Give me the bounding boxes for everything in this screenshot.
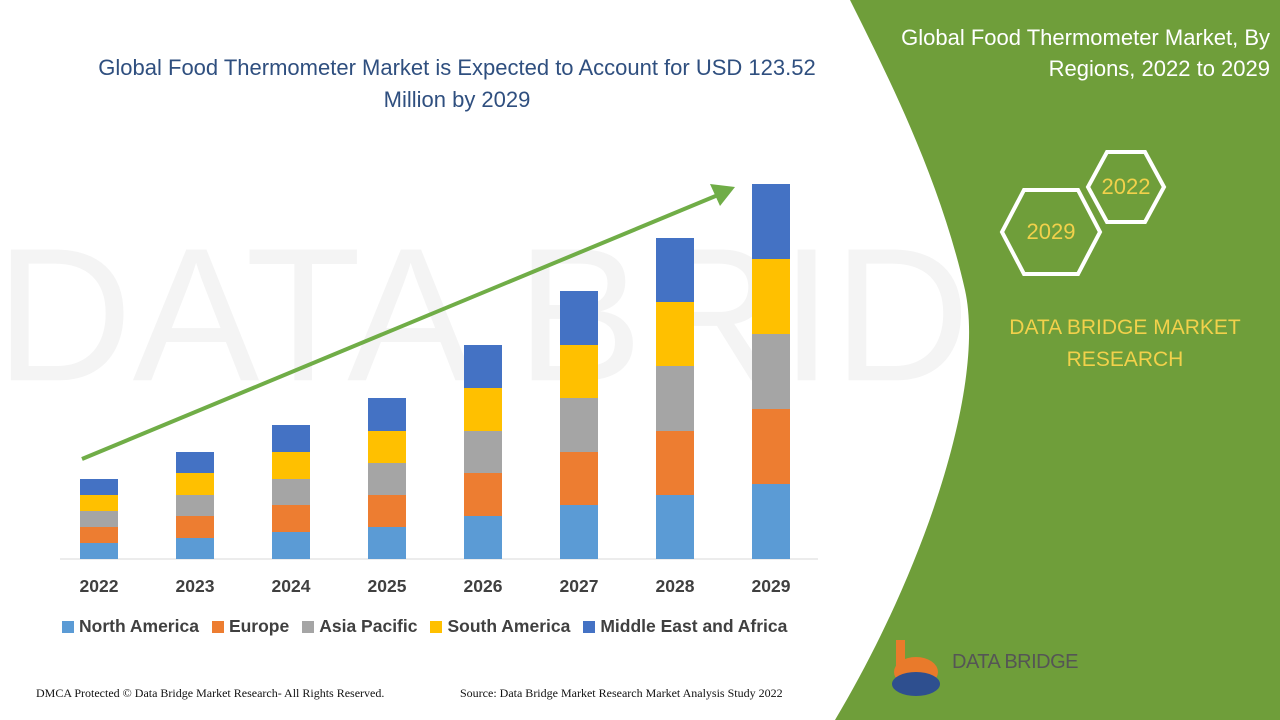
bar-segment bbox=[176, 495, 214, 516]
bar-segment bbox=[80, 527, 118, 543]
bar-segment bbox=[80, 543, 118, 559]
legend-swatch bbox=[62, 620, 74, 633]
x-tick-label: 2024 bbox=[272, 576, 311, 596]
x-tick-label: 2027 bbox=[560, 576, 599, 596]
footer-left: DMCA Protected © Data Bridge Market Rese… bbox=[36, 686, 385, 700]
hex-label: 2022 bbox=[1102, 174, 1151, 199]
legend-item: Middle East and Africa bbox=[583, 616, 787, 637]
bar-segment bbox=[752, 484, 790, 559]
bar-segment bbox=[656, 495, 694, 559]
bar-segment bbox=[464, 516, 502, 559]
hexagon bbox=[999, 188, 1103, 276]
legend-item: Asia Pacific bbox=[302, 616, 417, 637]
bar-segment bbox=[560, 398, 598, 452]
legend-label: North America bbox=[79, 616, 199, 636]
x-tick-label: 2028 bbox=[656, 576, 695, 596]
bar-segment bbox=[656, 431, 694, 495]
bar-segment bbox=[272, 479, 310, 505]
bar-segment bbox=[560, 345, 598, 398]
chart-title: Global Food Thermometer Market is Expect… bbox=[98, 55, 816, 112]
bar-segment bbox=[368, 463, 406, 495]
bar-segment bbox=[752, 259, 790, 334]
bar-segment bbox=[176, 538, 214, 559]
legend-label: Middle East and Africa bbox=[600, 616, 788, 636]
bar-segment bbox=[752, 334, 790, 409]
legend-item: Europe bbox=[211, 616, 290, 637]
legend-label: Europe bbox=[228, 616, 290, 636]
side-panel bbox=[835, 0, 1280, 720]
bar-segment bbox=[464, 431, 502, 473]
bar-segment bbox=[752, 409, 790, 484]
legend-item: North America bbox=[62, 616, 199, 637]
legend-item: South America bbox=[430, 616, 570, 637]
legend-swatch bbox=[211, 620, 224, 633]
x-tick-label: 2023 bbox=[176, 576, 215, 596]
legend-label: South America bbox=[447, 616, 571, 636]
bar-segment bbox=[656, 302, 694, 366]
legend-label: Asia Pacific bbox=[319, 616, 418, 636]
bar-segment bbox=[80, 495, 118, 511]
bar-segment bbox=[80, 479, 118, 495]
bar-segment bbox=[464, 388, 502, 431]
hex-label: 2029 bbox=[1027, 219, 1076, 244]
bar-segment bbox=[464, 345, 502, 388]
bar-segment bbox=[80, 511, 118, 527]
x-tick-label: 2029 bbox=[752, 576, 791, 596]
bar-segment bbox=[752, 184, 790, 259]
bar-segment bbox=[656, 238, 694, 302]
bar-segment bbox=[560, 452, 598, 505]
bar-segment bbox=[560, 291, 598, 345]
arrow-head bbox=[710, 184, 735, 206]
legend-swatch bbox=[430, 620, 443, 633]
bar-segment bbox=[272, 452, 310, 479]
hexagon bbox=[1085, 150, 1167, 224]
legend-swatch bbox=[302, 620, 315, 633]
bars: 2022 2023 2024 2025 2026 2027 2028 2029 bbox=[80, 184, 791, 596]
bar-segment bbox=[176, 452, 214, 473]
bar-segment bbox=[176, 473, 214, 495]
bar-segment bbox=[368, 495, 406, 527]
brand: DATA BRIDGE MARKET RESEARCH bbox=[1009, 316, 1241, 371]
legend-swatch bbox=[583, 620, 596, 633]
logo-text: DATA BRIDGE bbox=[952, 651, 1079, 673]
bar-segment bbox=[368, 431, 406, 463]
bar-segment bbox=[176, 516, 214, 538]
bar-segment bbox=[656, 366, 694, 431]
legend: North America Europe Asia Pacific South Ame… bbox=[62, 616, 787, 637]
bar-segment bbox=[272, 505, 310, 532]
x-tick-label: 2026 bbox=[464, 576, 503, 596]
logo-icon bbox=[892, 640, 940, 696]
bar-segment bbox=[560, 505, 598, 559]
bar-segment bbox=[464, 473, 502, 516]
bar-segment bbox=[272, 532, 310, 559]
trend-arrow bbox=[81, 193, 719, 461]
bar-segment bbox=[368, 527, 406, 559]
bar-segment bbox=[272, 425, 310, 452]
footer-right: Source: Data Bridge Market Research Mark… bbox=[460, 686, 783, 700]
x-tick-label: 2022 bbox=[80, 576, 119, 596]
panel-title: Global Food Thermometer Market, By Regio… bbox=[901, 25, 1270, 81]
bar-segment bbox=[368, 398, 406, 431]
x-tick-label: 2025 bbox=[368, 576, 407, 596]
